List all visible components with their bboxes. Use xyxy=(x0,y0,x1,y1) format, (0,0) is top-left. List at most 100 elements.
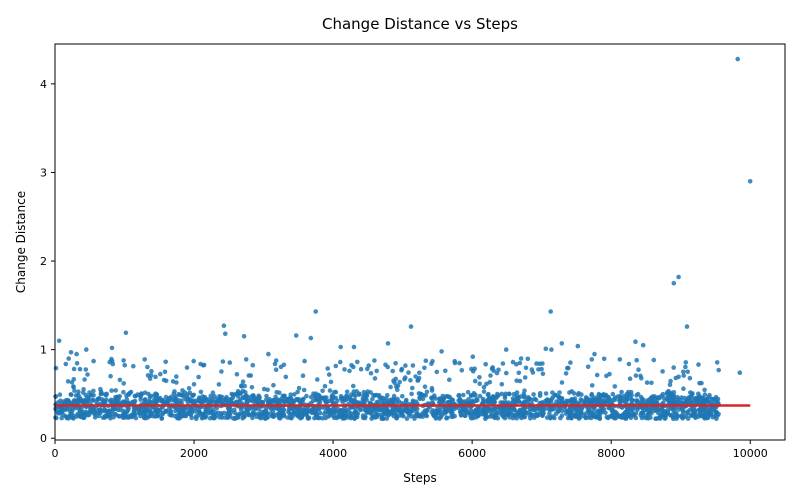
scatter-point xyxy=(322,412,327,417)
scatter-point xyxy=(480,396,486,402)
scatter-point xyxy=(280,393,286,399)
scatter-point xyxy=(135,392,140,397)
scatter-point xyxy=(645,412,650,418)
scatter-point xyxy=(372,358,377,363)
scatter-point xyxy=(686,395,692,400)
scatter-point xyxy=(243,357,249,362)
x-tick-label: 4000 xyxy=(319,447,347,460)
scatter-point xyxy=(238,397,243,403)
scatter-point xyxy=(575,392,581,398)
y-tick-label: 2 xyxy=(40,255,47,268)
scatter-point xyxy=(335,398,340,404)
scatter-point xyxy=(429,388,435,393)
scatter-point xyxy=(82,377,87,382)
scatter-point xyxy=(461,392,466,398)
scatter-point xyxy=(197,410,203,415)
scatter-point xyxy=(681,373,686,378)
scatter-point xyxy=(447,377,452,383)
scatter-point xyxy=(98,389,104,395)
scatter-point xyxy=(322,395,327,401)
scatter-point xyxy=(90,398,95,403)
scatter-point xyxy=(465,389,471,395)
scatter-point xyxy=(645,398,651,403)
scatter-point xyxy=(282,398,288,404)
scatter-point xyxy=(250,399,256,404)
scatter-point xyxy=(191,399,196,405)
scatter-point xyxy=(304,393,309,399)
x-tick-label: 0 xyxy=(52,447,59,460)
scatter-point xyxy=(577,409,583,414)
x-tick-label: 2000 xyxy=(180,447,208,460)
scatter-point xyxy=(378,395,384,401)
scatter-point xyxy=(225,410,231,416)
scatter-point xyxy=(671,280,677,286)
scatter-point xyxy=(481,412,487,417)
scatter-point xyxy=(306,415,312,421)
scatter-point xyxy=(372,376,378,381)
scatter-point xyxy=(376,399,381,404)
scatter-point xyxy=(496,367,501,373)
scatter-point xyxy=(288,397,294,402)
scatter-point xyxy=(250,415,255,421)
scatter-point xyxy=(266,351,271,357)
scatter-point xyxy=(695,400,701,405)
scatter-point xyxy=(500,361,506,366)
scatter-point xyxy=(353,393,358,399)
scatter-point xyxy=(406,412,412,418)
scatter-point xyxy=(331,413,336,419)
scatter-point xyxy=(74,399,80,405)
scatter-point xyxy=(368,371,374,376)
scatter-point xyxy=(153,399,158,405)
x-tick-label: 8000 xyxy=(597,447,625,460)
scatter-point xyxy=(636,367,641,373)
scatter-point xyxy=(379,414,385,420)
scatter-point xyxy=(142,390,148,396)
scatter-point xyxy=(638,413,644,418)
scatter-point xyxy=(617,357,623,362)
scatter-point xyxy=(470,354,476,360)
scatter-point xyxy=(472,366,478,372)
scatter-point xyxy=(394,400,399,406)
scatter-point xyxy=(404,416,410,421)
scatter-point xyxy=(395,396,400,402)
scatter-point xyxy=(355,411,361,417)
scatter-point xyxy=(557,390,562,395)
scatter-point xyxy=(57,392,63,398)
scatter-point xyxy=(412,416,417,421)
scatter-point xyxy=(424,408,430,414)
scatter-point xyxy=(102,408,107,414)
scatter-point xyxy=(295,389,300,395)
scatter-point xyxy=(481,400,487,406)
scatter-point xyxy=(485,399,491,405)
scatter-point xyxy=(406,370,411,375)
scatter-point xyxy=(688,390,693,395)
scatter-point xyxy=(152,409,157,415)
scatter-point xyxy=(302,358,307,364)
scatter-point xyxy=(388,384,393,390)
scatter-point xyxy=(518,410,524,415)
scatter-point xyxy=(689,412,695,418)
scatter-point xyxy=(668,378,673,384)
scatter-point xyxy=(540,371,546,377)
scatter-point xyxy=(355,359,360,365)
scatter-point xyxy=(189,407,194,412)
scatter-point xyxy=(116,413,121,419)
scatter-point xyxy=(371,407,376,412)
scatter-point xyxy=(249,385,255,390)
scatter-point xyxy=(644,380,650,385)
scatter-point xyxy=(499,382,505,387)
scatter-point xyxy=(338,396,344,401)
scatter-point xyxy=(277,405,282,411)
scatter-point xyxy=(174,380,179,385)
scatter-point xyxy=(492,399,498,405)
scatter-point xyxy=(706,406,711,411)
scatter-point xyxy=(351,364,356,370)
scatter-point xyxy=(416,375,422,381)
scatter-point xyxy=(264,412,269,417)
scatter-point xyxy=(153,374,158,380)
scatter-point xyxy=(635,391,641,397)
scatter-point xyxy=(169,394,174,400)
scatter-point xyxy=(130,413,136,419)
scatter-point xyxy=(701,398,706,404)
scatter-point xyxy=(515,395,520,401)
